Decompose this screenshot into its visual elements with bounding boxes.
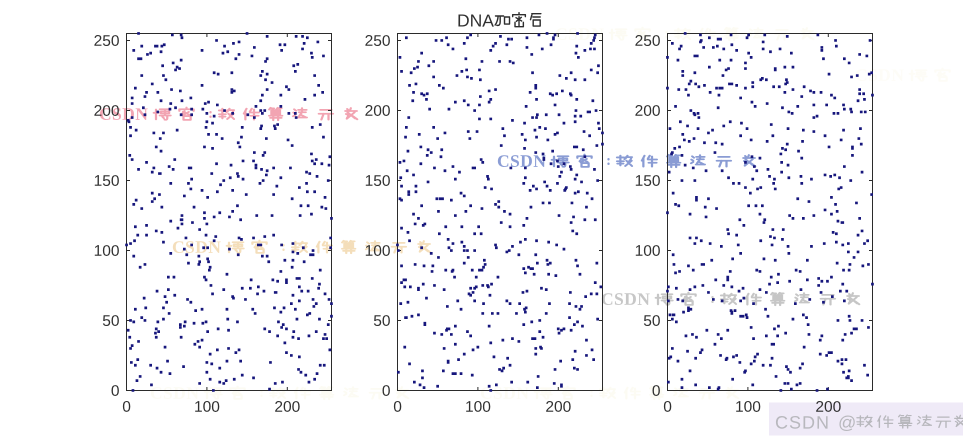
svg-text:200: 200 (545, 399, 571, 416)
svg-text:CSDN: CSDN (775, 413, 830, 433)
svg-text:CSDN: CSDN (497, 151, 546, 171)
svg-text:100: 100 (735, 399, 761, 416)
svg-text:100: 100 (194, 399, 220, 416)
svg-text:200: 200 (815, 399, 841, 416)
svg-text:200: 200 (365, 103, 391, 120)
svg-text:CSDN: CSDN (601, 289, 650, 309)
svg-text:0: 0 (122, 399, 131, 416)
svg-text:0: 0 (111, 383, 120, 400)
svg-text:0: 0 (382, 383, 391, 400)
svg-text:200: 200 (94, 103, 120, 120)
svg-text:200: 200 (635, 103, 661, 120)
svg-text:200: 200 (274, 399, 300, 416)
svg-text:150: 150 (365, 173, 391, 190)
svg-text:250: 250 (365, 33, 391, 50)
svg-text:0: 0 (652, 383, 661, 400)
svg-text:50: 50 (643, 313, 661, 330)
svg-text:CSDN: CSDN (150, 383, 199, 403)
svg-text:0: 0 (663, 399, 672, 416)
svg-text:@: @ (838, 413, 856, 433)
svg-text:100: 100 (94, 243, 120, 260)
svg-text:CSDN: CSDN (855, 65, 904, 85)
svg-text:0: 0 (393, 399, 402, 416)
svg-text:CSDN: CSDN (172, 237, 221, 257)
svg-text:CSDN: CSDN (99, 104, 148, 124)
svg-text:150: 150 (635, 173, 661, 190)
svg-text:50: 50 (102, 313, 120, 330)
svg-text:DNA: DNA (457, 11, 494, 31)
svg-text:250: 250 (635, 33, 661, 50)
svg-text:150: 150 (94, 173, 120, 190)
svg-text:250: 250 (94, 33, 120, 50)
svg-text:100: 100 (365, 243, 391, 260)
svg-text:100: 100 (635, 243, 661, 260)
svg-text:100: 100 (465, 399, 491, 416)
svg-text:50: 50 (373, 313, 391, 330)
svg-text:CSDN: CSDN (480, 383, 529, 403)
